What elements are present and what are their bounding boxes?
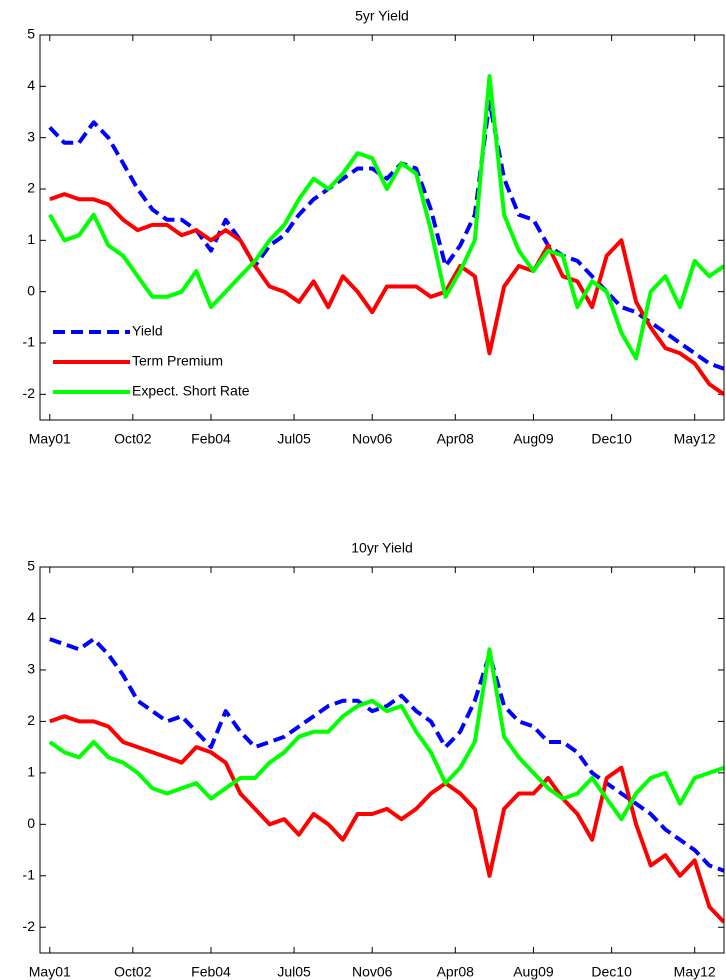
y-tick-label: 1: [27, 764, 35, 780]
y-tick-label: 4: [27, 609, 35, 625]
y-tick-label: 0: [27, 282, 35, 298]
x-tick-label: Oct02: [114, 964, 152, 980]
y-tick-label: 5: [27, 558, 35, 574]
y-tick-label: 5: [27, 26, 35, 42]
y-tick-label: -2: [23, 385, 36, 401]
chart-title: 10yr Yield: [351, 540, 412, 556]
y-tick-label: 1: [27, 231, 35, 247]
axes-frame: [39, 34, 725, 421]
chart-title: 5yr Yield: [355, 8, 409, 24]
series-line: [49, 637, 724, 873]
x-tick-label: May01: [29, 964, 71, 980]
x-tick-label: Feb04: [191, 431, 231, 447]
plot-area: [40, 567, 724, 953]
y-tick-label: 3: [27, 661, 35, 677]
x-tick-label: Jul05: [277, 431, 311, 447]
series-line: [49, 714, 724, 924]
axes-frame: [39, 566, 725, 954]
y-tick-label: 0: [27, 815, 35, 831]
series-line: [49, 192, 724, 396]
x-tick-label: Aug09: [513, 431, 554, 447]
plot-area: [40, 35, 724, 420]
x-tick-label: Feb04: [191, 964, 231, 980]
y-tick-label: -1: [23, 334, 36, 350]
series-line: [48, 647, 724, 822]
y-tick-label: 2: [27, 180, 35, 196]
x-tick-label: Jul05: [277, 964, 311, 980]
x-tick-label: Nov06: [352, 431, 393, 447]
x-tick-label: Dec10: [591, 964, 632, 980]
y-tick-label: -2: [23, 918, 36, 934]
x-tick-label: May12: [674, 431, 716, 447]
legend-label: Yield: [132, 323, 163, 339]
x-tick-label: May01: [29, 431, 71, 447]
series-line: [48, 99, 724, 371]
legend-label: Term Premium: [132, 353, 223, 369]
x-tick-label: May12: [674, 964, 716, 980]
x-tick-label: Apr08: [437, 964, 475, 980]
y-tick-label: 4: [27, 77, 35, 93]
x-tick-label: Dec10: [591, 431, 632, 447]
x-tick-label: Nov06: [352, 964, 393, 980]
x-tick-label: Aug09: [513, 964, 554, 980]
y-tick-label: 2: [27, 712, 35, 728]
y-tick-label: -1: [23, 867, 36, 883]
legend-label: Expect. Short Rate: [132, 383, 250, 399]
y-tick-label: 3: [27, 128, 35, 144]
x-tick-label: Apr08: [437, 431, 475, 447]
series-line: [48, 74, 724, 361]
x-tick-label: Oct02: [114, 431, 152, 447]
